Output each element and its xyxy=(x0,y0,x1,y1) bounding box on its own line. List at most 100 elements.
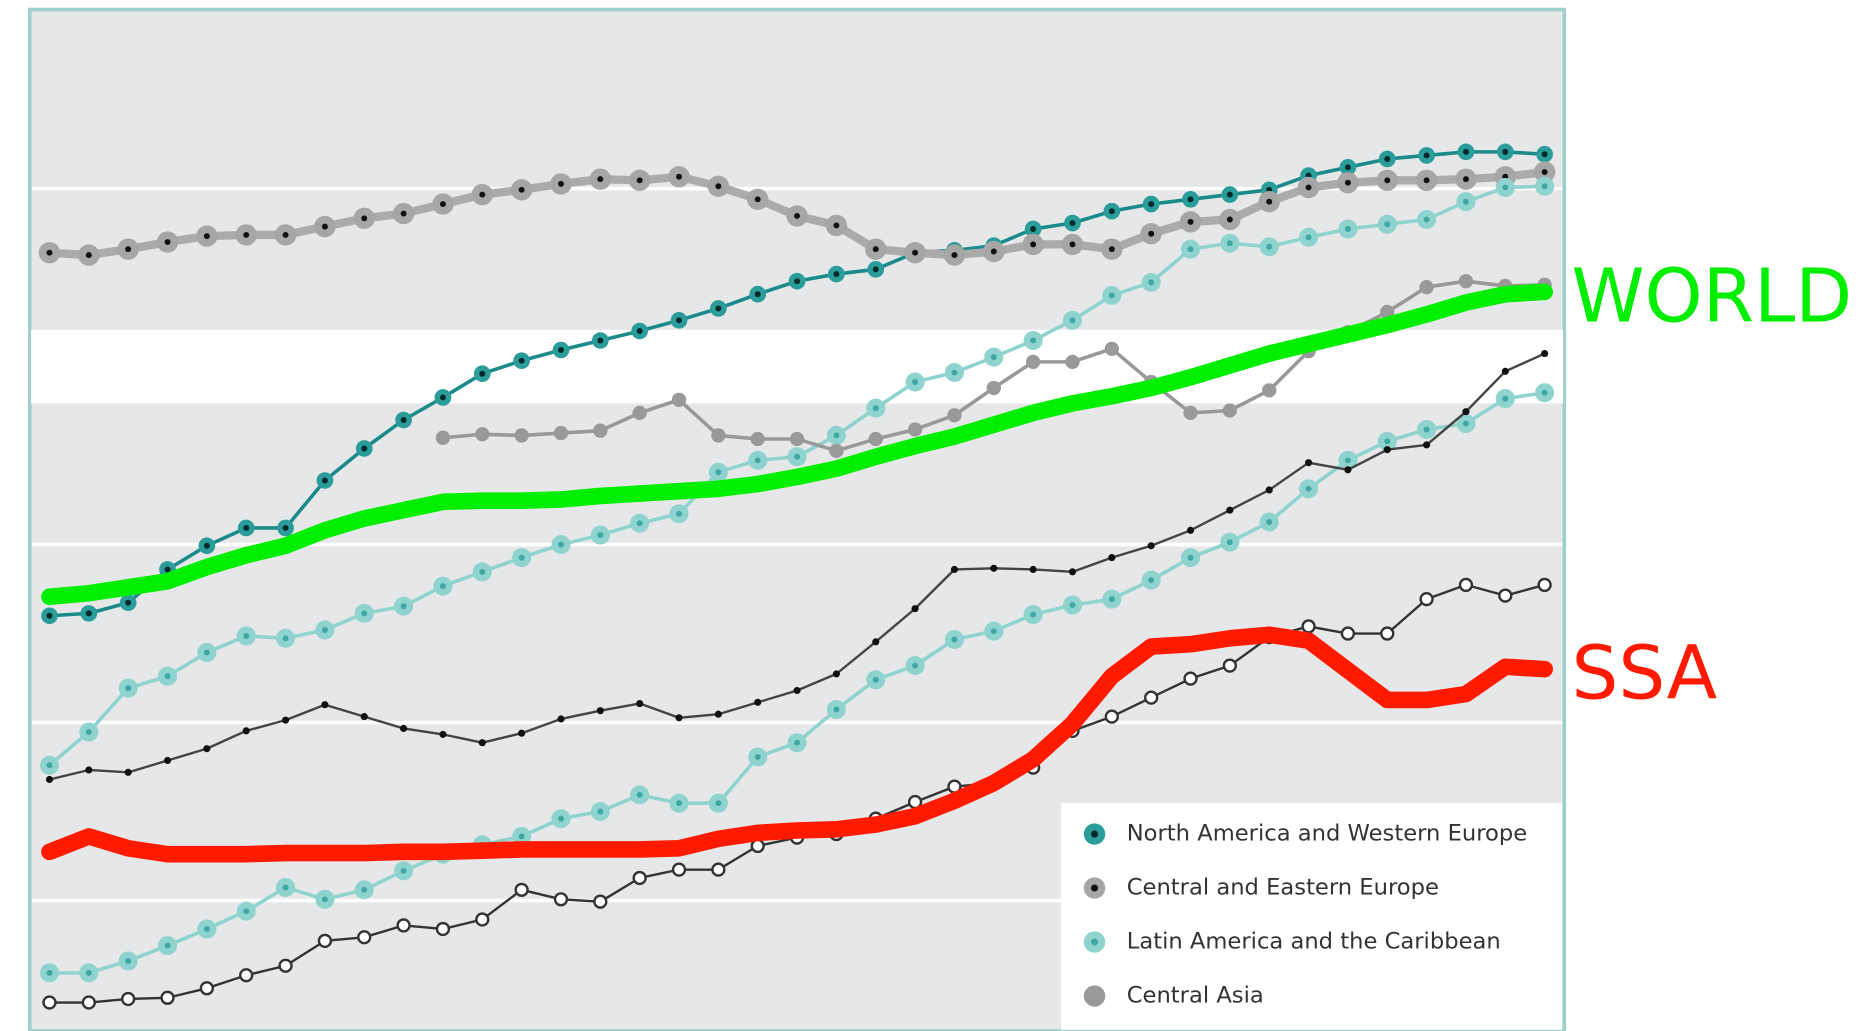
marker-center xyxy=(754,291,761,298)
legend-background xyxy=(1061,803,1562,1030)
marker-center xyxy=(1462,176,1469,183)
marker xyxy=(278,958,293,973)
marker xyxy=(632,405,647,420)
marker-center xyxy=(1423,216,1430,223)
marker-center xyxy=(1187,218,1194,225)
marker-center xyxy=(1030,611,1037,618)
marker-center xyxy=(872,246,879,253)
marker xyxy=(907,422,923,437)
marker-center xyxy=(1266,519,1273,525)
marker xyxy=(514,882,529,897)
marker-center xyxy=(361,445,368,452)
marker-center xyxy=(518,186,525,193)
marker-center xyxy=(912,249,919,256)
marker-center xyxy=(1069,220,1076,227)
marker-center xyxy=(597,808,604,815)
marker-center xyxy=(164,673,171,680)
marker-center xyxy=(164,942,171,949)
marker xyxy=(947,408,962,423)
marker-center xyxy=(479,568,486,575)
marker-center xyxy=(439,394,446,401)
marker xyxy=(671,392,687,407)
marker-center xyxy=(400,210,407,217)
marker-center xyxy=(912,379,919,385)
marker-center xyxy=(361,215,368,222)
marker xyxy=(1304,459,1313,467)
marker xyxy=(1025,354,1041,369)
marker xyxy=(593,894,608,909)
marker-center xyxy=(46,612,53,619)
marker-center xyxy=(951,369,958,376)
marker-center xyxy=(479,191,486,198)
marker xyxy=(1183,405,1198,420)
marker-center xyxy=(1541,389,1548,396)
marker-center xyxy=(1187,554,1194,561)
marker-center xyxy=(794,453,801,460)
marker-center xyxy=(990,354,997,361)
marker-center xyxy=(636,520,643,527)
marker-center xyxy=(400,603,407,610)
marker-center xyxy=(990,628,997,635)
marker xyxy=(714,710,722,718)
marker xyxy=(239,968,254,983)
marker-center xyxy=(1305,234,1312,241)
marker-center xyxy=(46,969,53,976)
marker-center xyxy=(558,180,564,187)
marker-center xyxy=(1148,577,1155,584)
marker-center xyxy=(1069,241,1076,248)
marker xyxy=(435,921,451,937)
marker xyxy=(1186,526,1195,534)
marker-center xyxy=(597,532,604,539)
marker-center xyxy=(1423,177,1430,184)
marker-center xyxy=(518,357,525,364)
series-label: WORLD xyxy=(1571,254,1852,339)
marker xyxy=(163,756,172,765)
marker xyxy=(121,991,136,1007)
marker xyxy=(1104,341,1119,356)
marker xyxy=(557,715,565,723)
marker-center xyxy=(1108,292,1115,299)
marker-center xyxy=(243,632,250,639)
marker xyxy=(711,428,726,443)
marker xyxy=(1344,466,1352,474)
marker-center xyxy=(1187,246,1194,253)
marker-center xyxy=(1069,602,1076,609)
marker xyxy=(1029,565,1037,574)
series-line xyxy=(41,283,1553,606)
marker-center xyxy=(597,176,604,183)
marker-center xyxy=(1226,191,1233,198)
marker xyxy=(950,565,959,574)
marker-center xyxy=(1108,208,1115,215)
marker-center xyxy=(164,239,171,245)
marker-center xyxy=(243,231,250,238)
marker xyxy=(553,425,569,441)
marker-center xyxy=(872,676,879,683)
marker xyxy=(45,775,54,784)
marker-center xyxy=(990,248,997,255)
marker-center xyxy=(1502,184,1509,191)
marker-center xyxy=(833,271,840,278)
marker-center xyxy=(1069,317,1076,324)
marker-center xyxy=(1384,156,1391,162)
marker-center xyxy=(518,554,525,561)
marker xyxy=(1458,274,1474,289)
marker xyxy=(81,995,96,1010)
marker xyxy=(478,739,486,747)
marker-center xyxy=(1344,457,1351,464)
marker xyxy=(42,995,57,1010)
marker xyxy=(1222,403,1238,418)
marker xyxy=(199,981,215,996)
marker-center xyxy=(636,328,643,334)
marker xyxy=(1537,577,1552,593)
marker-center xyxy=(951,252,958,259)
marker-center xyxy=(833,222,840,229)
marker-center xyxy=(164,566,171,573)
marker-center xyxy=(1305,485,1312,492)
marker-center xyxy=(1423,426,1430,433)
marker xyxy=(518,729,526,737)
marker-center xyxy=(715,800,722,807)
marker-center xyxy=(400,417,407,423)
marker xyxy=(1419,279,1434,295)
marker-center xyxy=(46,762,53,769)
